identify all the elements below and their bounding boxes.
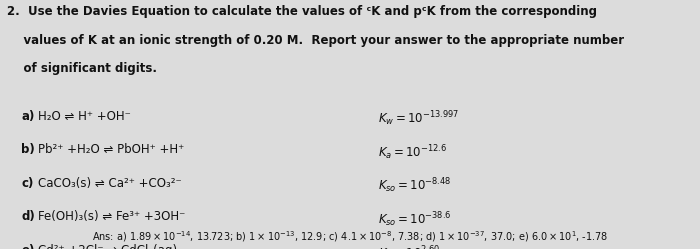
Text: $K_{so} = 10^{-8.48}$: $K_{so} = 10^{-8.48}$ bbox=[378, 177, 452, 195]
Text: of significant digits.: of significant digits. bbox=[7, 62, 157, 75]
Text: b): b) bbox=[21, 143, 35, 156]
Text: Ans: a) $1.89\times10^{-14}$, 13.723; b) $1\times10^{-13}$, 12.9; c) $4.1\times1: Ans: a) $1.89\times10^{-14}$, 13.723; b)… bbox=[92, 229, 608, 244]
Text: values of K at an ionic strength of 0.20 M.  Report your answer to the appropria: values of K at an ionic strength of 0.20… bbox=[7, 34, 624, 47]
Text: Pb²⁺ +H₂O ⇌ PbOH⁺ +H⁺: Pb²⁺ +H₂O ⇌ PbOH⁺ +H⁺ bbox=[38, 143, 185, 156]
Text: H₂O ⇌ H⁺ +OH⁻: H₂O ⇌ H⁺ +OH⁻ bbox=[38, 110, 132, 123]
Text: 2.  Use the Davies Equation to calculate the values of ᶜK and pᶜK from the corre: 2. Use the Davies Equation to calculate … bbox=[7, 5, 597, 18]
Text: $K_{so} = 10^{-38.6}$: $K_{so} = 10^{-38.6}$ bbox=[378, 210, 452, 229]
Text: Cd²⁺ +2Cl⁻ ⇌ CdCl₂(aq): Cd²⁺ +2Cl⁻ ⇌ CdCl₂(aq) bbox=[38, 244, 178, 249]
Text: Fe(OH)₃(s) ⇌ Fe³⁺ +3OH⁻: Fe(OH)₃(s) ⇌ Fe³⁺ +3OH⁻ bbox=[38, 210, 186, 223]
Text: d): d) bbox=[21, 210, 35, 223]
Text: CaCO₃(s) ⇌ Ca²⁺ +CO₃²⁻: CaCO₃(s) ⇌ Ca²⁺ +CO₃²⁻ bbox=[38, 177, 182, 190]
Text: $K_2 = 10^{2.60}$: $K_2 = 10^{2.60}$ bbox=[378, 244, 440, 249]
Text: $K_w = 10^{-13.997}$: $K_w = 10^{-13.997}$ bbox=[378, 110, 459, 128]
Text: e): e) bbox=[21, 244, 34, 249]
Text: c): c) bbox=[21, 177, 34, 190]
Text: $K_a = 10^{-12.6}$: $K_a = 10^{-12.6}$ bbox=[378, 143, 447, 162]
Text: a): a) bbox=[21, 110, 34, 123]
